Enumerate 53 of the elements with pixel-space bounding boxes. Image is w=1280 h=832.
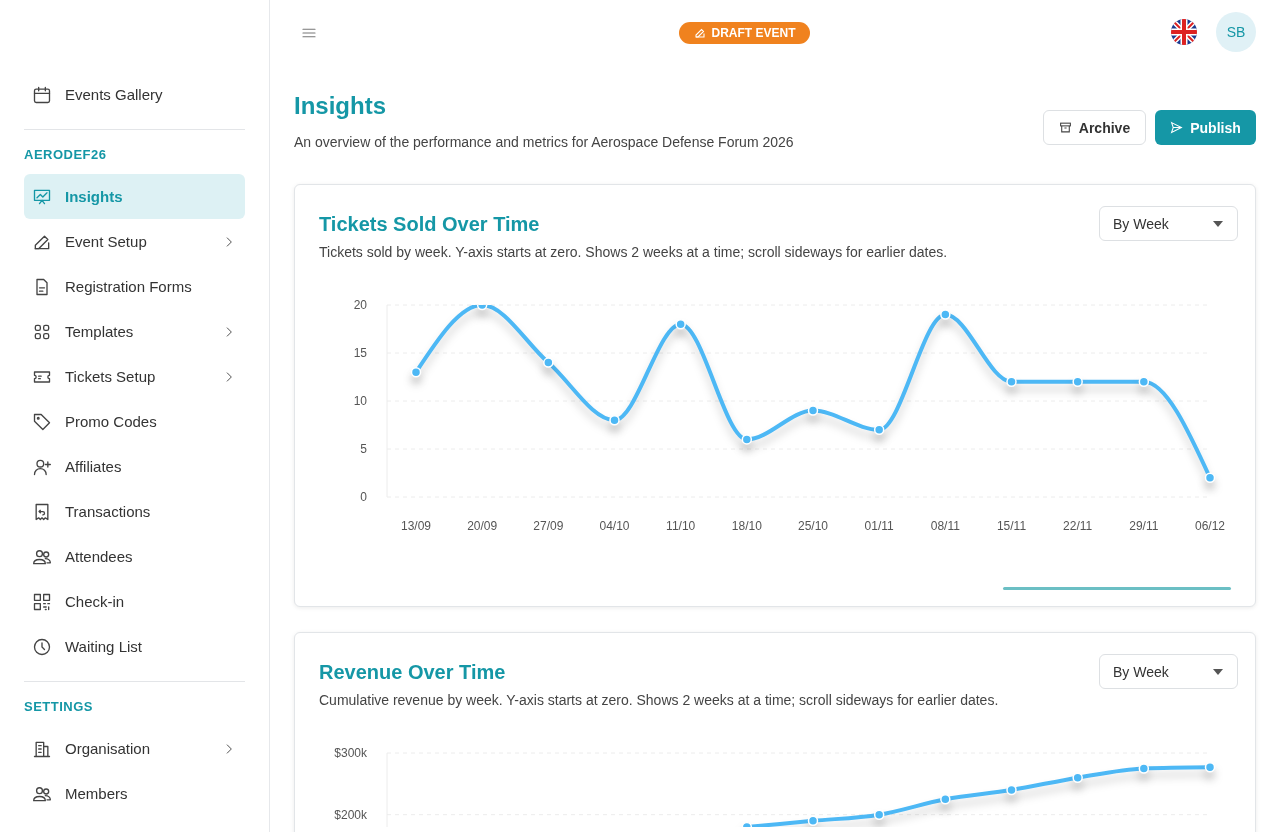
text: DRAFT EVENT (711, 26, 796, 40)
text: An overview of the performance and metrics for Aerospace Defense Forum 2026 (294, 134, 794, 150)
text: AERODEF26 (24, 146, 107, 164)
text: SETTINGS (24, 698, 94, 716)
chart-title: Revenue Over Time (319, 661, 506, 684)
text: Members (65, 784, 128, 804)
point (1138, 763, 1150, 774)
point (543, 357, 554, 368)
x-tick-label: 13/09 (400, 518, 432, 533)
y-tick-label: 20 (353, 298, 368, 313)
point (940, 309, 951, 320)
y-tick-label: 0 (360, 490, 368, 505)
x-tick-label: 06/12 (1194, 518, 1226, 533)
text: Waiting List (65, 637, 142, 657)
x-tick-label: 27/09 (533, 518, 564, 533)
chart-subtitle: Cumulative revenue by week. Y-axis starts at zero. Shows 2 weeks at a time; scroll sideways for earlier dates. (319, 692, 999, 708)
text: By Week (1113, 663, 1169, 680)
text: Affiliates (65, 457, 122, 477)
text: Insights (294, 92, 387, 120)
y-tick-label: 15 (353, 346, 368, 361)
y-tick-label: $300k (334, 746, 368, 761)
text: Archive (1078, 119, 1131, 136)
chart-subtitle: Tickets sold by week. Y-axis starts at zero. Shows 2 weeks at a time; scroll sideways for earlier dates. (319, 244, 948, 260)
text: Publish (1190, 119, 1241, 136)
text: By Week (1113, 215, 1169, 232)
y-tick-label: 10 (353, 394, 368, 409)
text: Promo Codes (65, 412, 157, 432)
text: SB (1216, 12, 1256, 52)
point (807, 405, 819, 416)
text: Templates (65, 322, 134, 342)
text: Organisation (65, 739, 151, 759)
y-tick-label: 5 (360, 442, 368, 457)
x-tick-label: 22/11 (1063, 518, 1093, 533)
chart-title: Tickets Sold Over Time (319, 213, 540, 236)
x-tick-label: 20/09 (467, 518, 498, 533)
text: Transactions (65, 502, 151, 522)
x-tick-label: 15/11 (996, 518, 1027, 533)
text: Events Gallery (65, 85, 163, 105)
text: Attendees (65, 547, 133, 567)
text: Tickets Setup (65, 367, 156, 387)
text: Check-in (65, 592, 125, 612)
x-tick-label: 01/11 (864, 518, 895, 533)
x-tick-label: 29/11 (1129, 518, 1159, 533)
text: Registration Forms (65, 277, 192, 297)
x-tick-label: 04/10 (599, 518, 630, 533)
x-tick-label: 25/10 (797, 518, 829, 533)
text: Event Setup (65, 232, 147, 252)
x-tick-label: 18/10 (731, 518, 763, 533)
y-tick-label: $200k (334, 807, 368, 822)
text: Insights (65, 187, 123, 207)
x-tick-label: 11/10 (666, 518, 696, 533)
x-tick-label: 08/11 (930, 518, 961, 533)
point (741, 434, 753, 445)
